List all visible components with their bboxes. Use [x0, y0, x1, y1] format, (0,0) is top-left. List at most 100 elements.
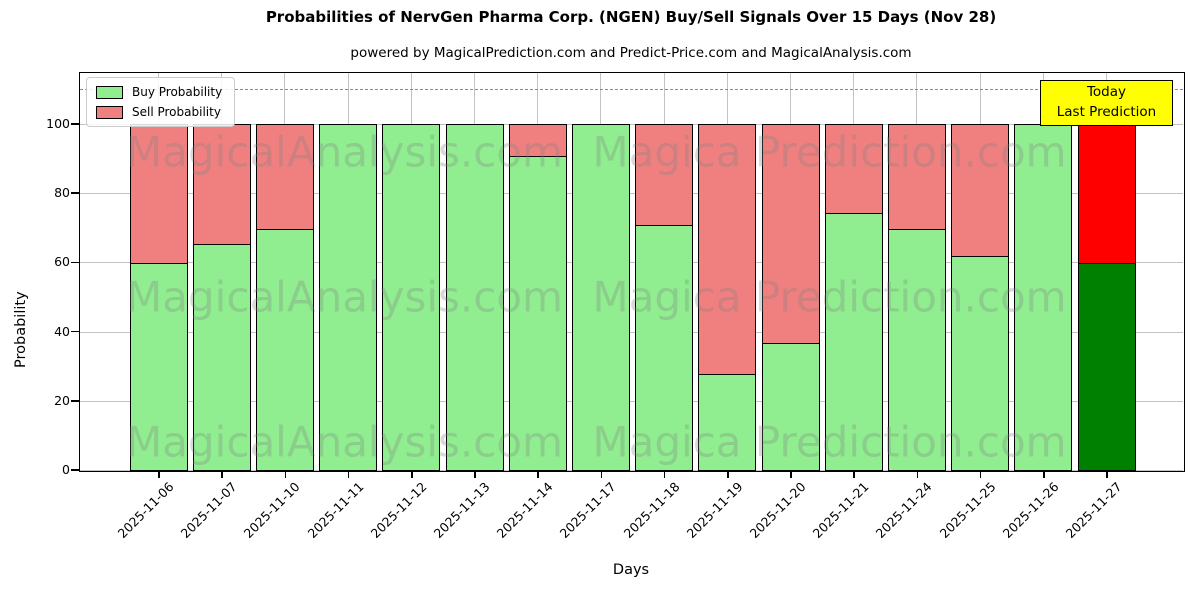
x-tick-label: 2025-11-17	[557, 479, 619, 541]
legend: Buy Probability Sell Probability	[86, 77, 236, 127]
x-tick-mark	[916, 471, 919, 478]
bar-2025-11-06	[129, 73, 188, 471]
sell-segment	[698, 124, 757, 376]
buy-segment	[192, 243, 251, 471]
watermark-right: Magica Prediction.com	[592, 417, 1067, 466]
sell-segment	[887, 124, 946, 230]
legend-label-buy: Buy Probability	[132, 85, 223, 99]
y-tick-mark	[71, 123, 79, 125]
buy-segment	[445, 124, 504, 471]
legend-item-buy: Buy Probability	[96, 85, 222, 99]
x-tick-mark	[663, 471, 666, 478]
x-tick-mark	[411, 471, 413, 478]
sell-segment	[192, 124, 251, 246]
today-annotation-line2: Last Prediction	[1056, 104, 1157, 121]
y-tick-mark	[71, 192, 79, 194]
x-tick-label: 2025-11-13	[430, 479, 493, 541]
h-gridline	[79, 331, 1183, 333]
sell-segment	[635, 124, 694, 227]
buy-segment	[635, 224, 694, 471]
h-gridline	[79, 123, 1183, 125]
legend-swatch-sell-icon	[96, 105, 123, 119]
bar-2025-11-12	[382, 73, 441, 471]
buy-segment	[319, 124, 378, 471]
buy-segment	[255, 228, 314, 471]
buy-segment	[571, 124, 630, 471]
bar-2025-11-21	[824, 73, 883, 471]
x-tick-label: 2025-11-10	[241, 479, 303, 541]
x-tick-mark	[790, 471, 792, 478]
y-tick-label: 80	[54, 185, 70, 201]
x-tick-label: 2025-11-11	[304, 479, 367, 541]
today-annotation: Today Last Prediction	[1040, 80, 1173, 126]
x-tick-mark	[853, 471, 855, 478]
bar-2025-11-19	[698, 73, 757, 471]
legend-swatch-buy-icon	[96, 85, 123, 99]
h-gridline	[79, 193, 1183, 195]
y-tick-mark	[71, 330, 79, 333]
x-tick-label: 2025-11-19	[683, 479, 746, 541]
x-tick-label: 2025-11-14	[493, 479, 556, 541]
x-tick-mark	[474, 471, 476, 478]
x-tick-mark	[1106, 471, 1108, 478]
x-tick-mark	[537, 471, 539, 478]
chart-title: Probabilities of NervGen Pharma Corp. (N…	[265, 8, 997, 26]
chart-subtitle: powered by MagicalPrediction.com and Pre…	[350, 45, 912, 61]
bar-2025-11-25	[951, 73, 1010, 471]
dashed-threshold-line	[79, 88, 1183, 90]
buy-segment	[761, 342, 820, 471]
bar-2025-11-26	[1014, 73, 1073, 471]
y-tick-mark	[71, 400, 79, 402]
plot-area: MagicalAnalysis.com Magica Prediction.com…	[78, 71, 1185, 472]
bar-2025-11-13	[445, 73, 504, 471]
buy-segment	[887, 228, 946, 471]
h-gridline	[79, 470, 1183, 471]
buy-segment	[508, 155, 567, 471]
bar-2025-11-14	[508, 73, 567, 471]
buy-segment	[824, 212, 883, 471]
h-gridline	[79, 262, 1183, 264]
x-tick-label: 2025-11-06	[114, 479, 177, 541]
legend-label-sell: Sell Probability	[132, 105, 221, 119]
legend-item-sell: Sell Probability	[96, 105, 222, 119]
x-tick-mark	[1043, 471, 1045, 478]
x-tick-label: 2025-11-18	[620, 479, 683, 541]
sell-segment	[824, 124, 883, 215]
y-tick-label: 40	[54, 323, 70, 339]
sell-segment	[508, 124, 567, 158]
x-tick-label: 2025-11-24	[873, 479, 935, 541]
sell-segment	[761, 124, 820, 344]
x-tick-mark	[979, 471, 982, 478]
x-tick-label: 2025-11-27	[1062, 479, 1125, 541]
h-gridline	[79, 400, 1183, 402]
buy-segment	[129, 262, 188, 471]
y-tick-label: 60	[54, 254, 70, 270]
bar-2025-11-20	[761, 73, 820, 471]
x-tick-mark	[284, 471, 287, 478]
watermark-right: Magica Prediction.com	[592, 127, 1067, 176]
x-tick-mark	[347, 471, 350, 478]
x-tick-label: 2025-11-21	[809, 479, 872, 541]
x-tick-mark	[727, 471, 729, 478]
buy-segment	[951, 255, 1010, 471]
x-tick-label: 2025-11-25	[936, 479, 999, 541]
sell-segment	[1077, 124, 1136, 265]
bar-2025-11-10	[255, 73, 314, 471]
sell-segment	[255, 124, 314, 230]
today-annotation-line1: Today	[1086, 84, 1127, 100]
y-tick-label: 100	[46, 115, 70, 131]
bar-2025-11-07	[192, 73, 251, 471]
buy-segment	[382, 124, 441, 471]
x-tick-mark	[158, 471, 160, 478]
sell-segment	[129, 124, 188, 265]
buy-segment	[1077, 262, 1136, 471]
x-tick-label: 2025-11-26	[999, 479, 1062, 541]
x-tick-mark	[221, 471, 223, 478]
bar-2025-11-11	[319, 73, 378, 471]
watermark-left: MagicalAnalysis.com	[126, 417, 563, 466]
x-tick-label: 2025-11-07	[177, 479, 240, 541]
x-tick-label: 2025-11-12	[367, 479, 430, 541]
bar-2025-11-24	[887, 73, 946, 471]
y-tick-label: 0	[62, 462, 70, 477]
